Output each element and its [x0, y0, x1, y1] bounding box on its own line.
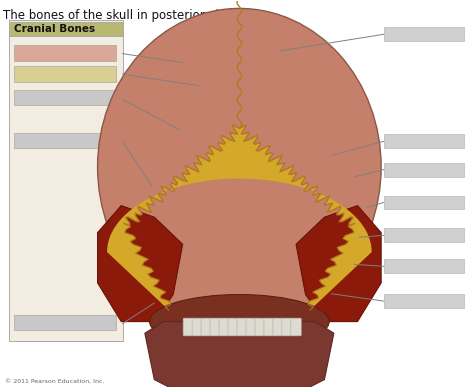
- FancyBboxPatch shape: [14, 133, 116, 148]
- FancyBboxPatch shape: [264, 318, 274, 336]
- FancyBboxPatch shape: [383, 28, 464, 41]
- FancyBboxPatch shape: [228, 318, 238, 336]
- Text: Cranial Bones: Cranial Bones: [14, 24, 95, 34]
- FancyBboxPatch shape: [201, 318, 211, 336]
- FancyBboxPatch shape: [14, 315, 116, 330]
- FancyBboxPatch shape: [9, 20, 123, 341]
- FancyBboxPatch shape: [383, 259, 464, 273]
- FancyBboxPatch shape: [383, 196, 464, 210]
- FancyBboxPatch shape: [383, 163, 464, 177]
- Text: The bones of the skull in posterior view: The bones of the skull in posterior view: [3, 9, 236, 22]
- Polygon shape: [98, 206, 182, 322]
- FancyBboxPatch shape: [383, 294, 464, 308]
- Ellipse shape: [150, 294, 329, 349]
- FancyBboxPatch shape: [219, 318, 229, 336]
- FancyBboxPatch shape: [255, 318, 265, 336]
- Polygon shape: [107, 125, 372, 310]
- FancyBboxPatch shape: [14, 66, 116, 82]
- Ellipse shape: [98, 9, 381, 326]
- FancyBboxPatch shape: [282, 318, 292, 336]
- FancyBboxPatch shape: [246, 318, 256, 336]
- Polygon shape: [145, 322, 334, 388]
- FancyBboxPatch shape: [14, 45, 116, 61]
- FancyBboxPatch shape: [210, 318, 220, 336]
- FancyBboxPatch shape: [383, 135, 464, 148]
- FancyBboxPatch shape: [9, 22, 123, 36]
- FancyBboxPatch shape: [192, 318, 202, 336]
- FancyBboxPatch shape: [237, 318, 247, 336]
- Polygon shape: [296, 206, 381, 322]
- FancyBboxPatch shape: [14, 90, 116, 105]
- FancyBboxPatch shape: [273, 318, 283, 336]
- FancyBboxPatch shape: [183, 318, 193, 336]
- FancyBboxPatch shape: [291, 318, 301, 336]
- Text: © 2011 Pearson Education, Inc.: © 2011 Pearson Education, Inc.: [5, 379, 105, 384]
- FancyBboxPatch shape: [383, 229, 464, 242]
